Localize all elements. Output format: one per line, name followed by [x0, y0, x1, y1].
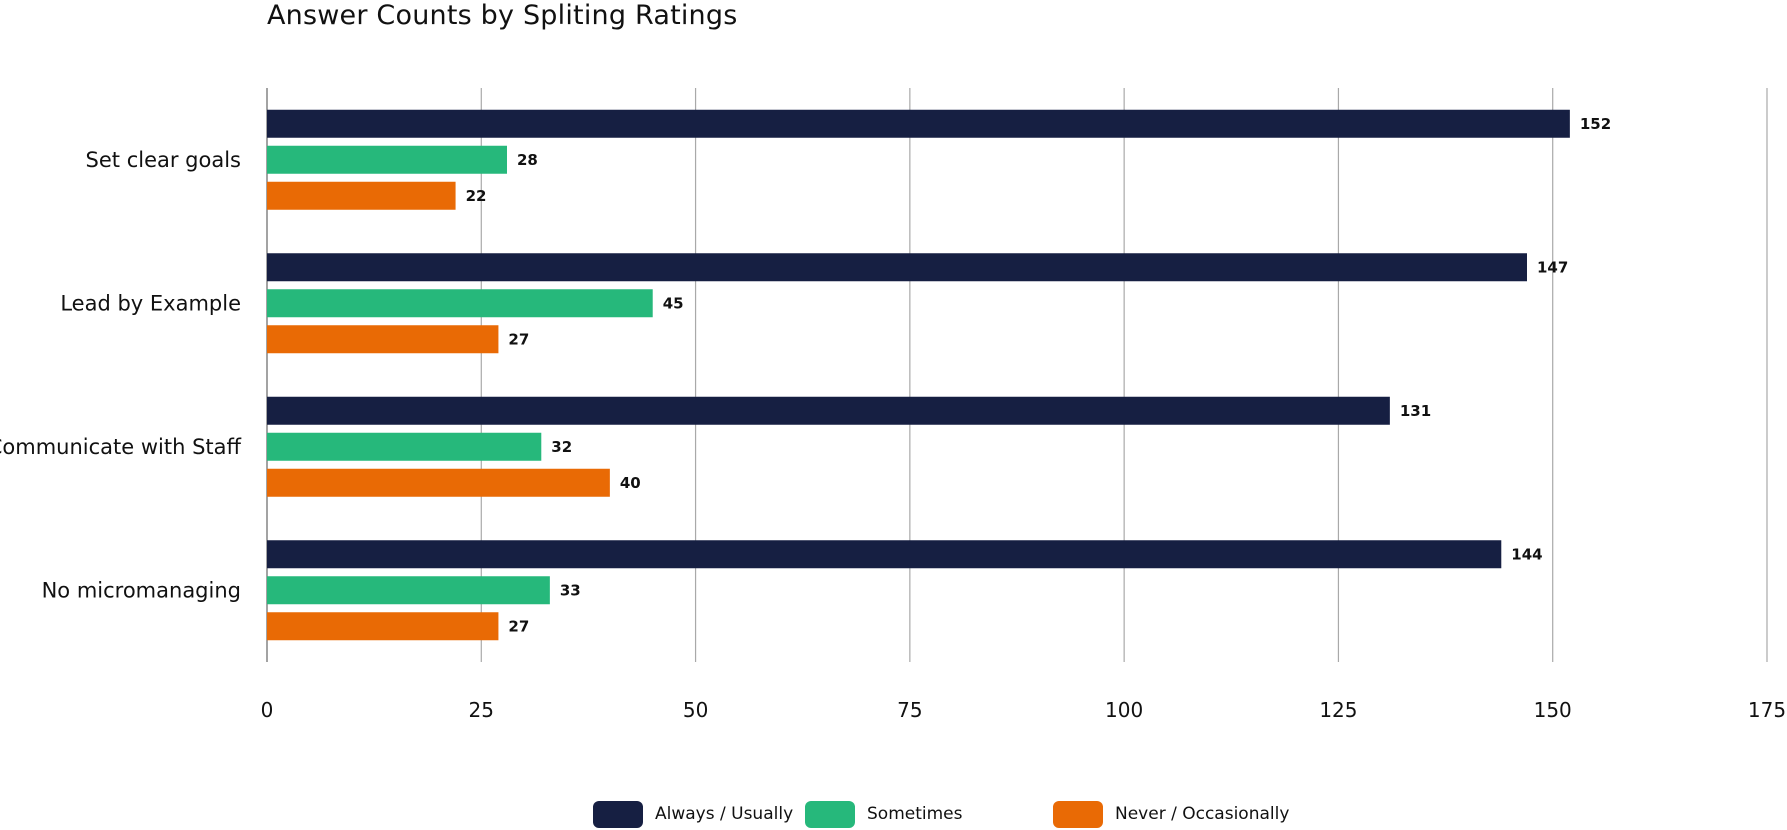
data-labels: 152 28 22 147 45 27 131 32 40 144 33 27 [466, 115, 1612, 636]
legend-label-always-usually: Always / Usually [655, 804, 794, 824]
legend-label-sometimes: Sometimes [867, 804, 963, 824]
gridlines [266, 88, 1768, 662]
legend-item-never-occasionally: Never / Occasionally [1053, 800, 1289, 828]
bar-never-occasionally-lead-by-example [267, 325, 499, 354]
x-tick-label: 75 [897, 698, 922, 722]
data-label-sometimes-no-micromanaging: 33 [560, 581, 581, 599]
x-tick-label: 175 [1748, 698, 1786, 722]
data-label-never-occasionally-communicate-with-staff: 40 [620, 474, 641, 492]
category-label-no-micromanaging: No micromanaging [42, 578, 241, 602]
data-label-always-usually-lead-by-example: 147 [1537, 258, 1568, 276]
bar-sometimes-communicate-with-staff [267, 432, 542, 461]
bar-never-occasionally-set-clear-goals [267, 181, 456, 210]
data-label-always-usually-set-clear-goals: 152 [1580, 115, 1611, 133]
bar-sometimes-no-micromanaging [267, 576, 550, 605]
x-tick-label: 100 [1105, 698, 1143, 722]
data-label-sometimes-communicate-with-staff: 32 [551, 438, 572, 456]
category-label-lead-by-example: Lead by Example [60, 291, 241, 315]
legend-swatch-always-usually [593, 800, 643, 828]
data-label-never-occasionally-set-clear-goals: 22 [466, 187, 487, 205]
category-label-set-clear-goals: Set clear goals [86, 148, 241, 172]
bar-never-occasionally-communicate-with-staff [267, 468, 610, 497]
data-label-never-occasionally-no-micromanaging: 27 [508, 617, 529, 635]
data-label-always-usually-no-micromanaging: 144 [1511, 545, 1542, 563]
x-tick-label: 25 [469, 698, 494, 722]
data-label-never-occasionally-lead-by-example: 27 [508, 330, 529, 348]
x-tick-label: 125 [1319, 698, 1357, 722]
x-tick-label: 150 [1534, 698, 1572, 722]
legend-label-never-occasionally: Never / Occasionally [1115, 804, 1290, 824]
bar-always-usually-no-micromanaging [267, 540, 1502, 569]
legend-item-sometimes: Sometimes [805, 800, 962, 828]
data-label-always-usually-communicate-with-staff: 131 [1400, 402, 1431, 420]
x-tick-label: 50 [683, 698, 708, 722]
x-tick-label: 0 [261, 698, 274, 722]
x-axis-tick-labels: 0 25 50 75 100 125 150 175 [261, 698, 1786, 722]
category-label-communicate-with-staff: Communicate with Staff [0, 435, 242, 459]
data-label-sometimes-set-clear-goals: 28 [517, 151, 538, 169]
bar-sometimes-lead-by-example [267, 289, 653, 318]
legend-swatch-never-occasionally [1053, 800, 1103, 828]
legend: Always / Usually Sometimes Never / Occas… [0, 800, 1787, 830]
bars [267, 109, 1570, 641]
chart-title: Answer Counts by Spliting Ratings [267, 0, 738, 31]
legend-item-always-usually: Always / Usually [593, 800, 793, 828]
bar-chart: 0 25 50 75 100 125 150 175 Set clear goals Lead b… [0, 88, 1786, 722]
legend-swatch-sometimes [805, 800, 855, 828]
data-label-sometimes-lead-by-example: 45 [663, 294, 684, 312]
bar-always-usually-lead-by-example [267, 253, 1527, 282]
category-labels: Set clear goals Lead by Example Communicat… [0, 148, 242, 603]
bar-never-occasionally-no-micromanaging [267, 612, 499, 641]
bar-sometimes-set-clear-goals [267, 145, 507, 174]
bar-always-usually-communicate-with-staff [267, 396, 1390, 425]
bar-always-usually-set-clear-goals [267, 109, 1570, 138]
